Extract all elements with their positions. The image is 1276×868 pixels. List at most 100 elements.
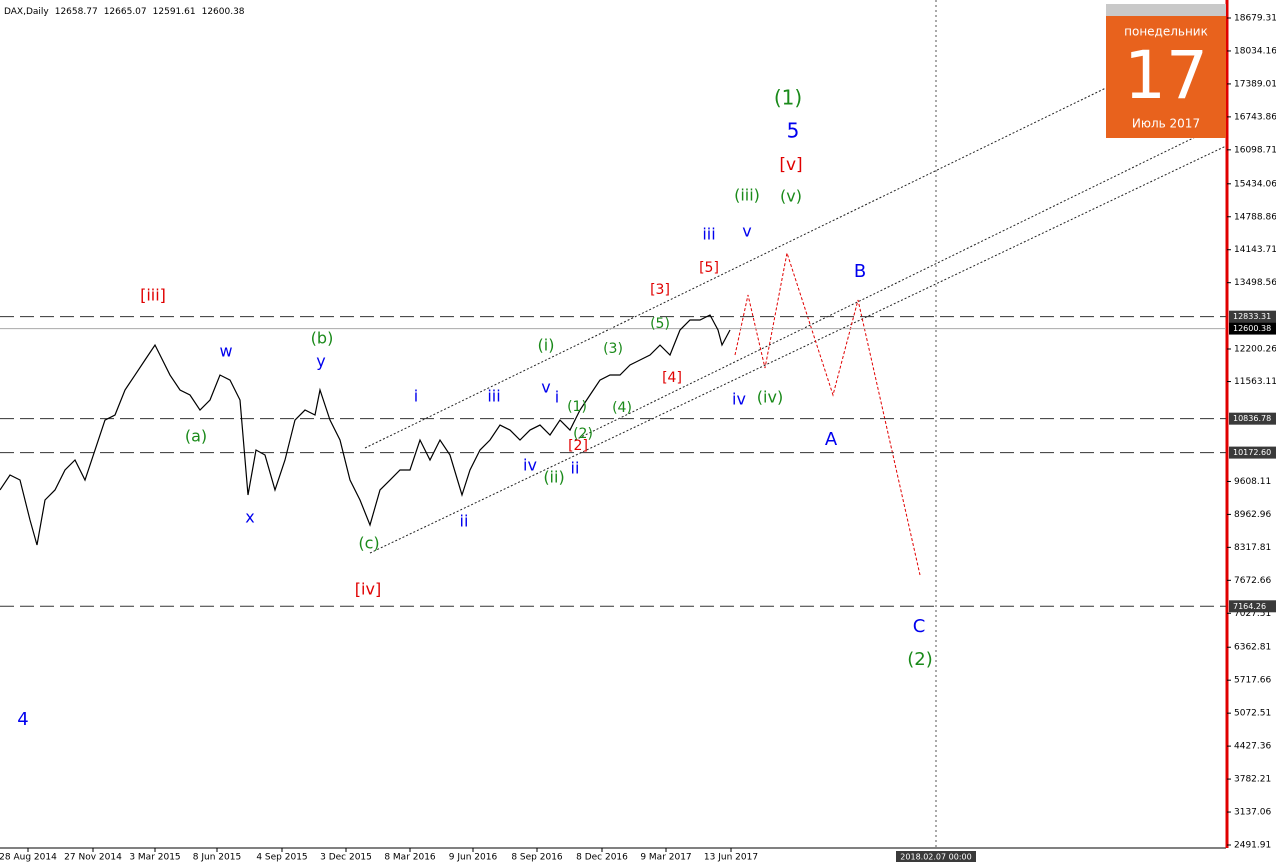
x-tick-label: 3 Mar 2015: [129, 853, 180, 863]
y-tick-label: 16743.86: [1234, 112, 1276, 122]
ohlc-value: 12658.77: [55, 7, 98, 17]
cursor-date-box: [896, 851, 976, 862]
x-tick-label: 9 Jun 2016: [449, 853, 498, 863]
calendar-day: 17: [1124, 37, 1208, 114]
calendar-rings: [1106, 4, 1226, 16]
current-price-box: [1229, 322, 1276, 335]
y-tick-label: 13498.56: [1234, 278, 1276, 288]
wave-label: [iii]: [140, 286, 166, 305]
y-tick-label: 9608.11: [1234, 477, 1271, 487]
wave-label: (5): [650, 316, 670, 332]
wave-label: (1): [774, 86, 802, 110]
wave-label: [4]: [662, 370, 682, 386]
y-tick-label: 15434.06: [1234, 179, 1276, 189]
wave-label: y: [316, 352, 325, 371]
wave-label: (i): [538, 336, 555, 355]
calendar-weekday: понедельник: [1124, 25, 1208, 39]
ohlc-value: 12600.38: [202, 7, 245, 17]
wave-label: 4: [17, 709, 28, 730]
x-tick-label: 3 Dec 2015: [320, 853, 372, 863]
y-tick-label: 5072.51: [1234, 709, 1271, 719]
y-tick-label: 14788.86: [1234, 212, 1276, 222]
y-tick-label: 17389.01: [1234, 79, 1276, 89]
level-box: [1229, 310, 1276, 323]
forecast-path: [734, 252, 921, 576]
x-tick-label: 8 Dec 2016: [576, 853, 628, 863]
wave-label: (v): [780, 187, 802, 206]
x-tick-label: 9 Mar 2017: [640, 853, 691, 863]
wave-label: w: [219, 342, 232, 361]
channel: [364, 85, 1227, 554]
wave-label: (iii): [734, 186, 760, 205]
cursor-date-label: 2018.02.07 00:00: [900, 853, 971, 862]
symbol-title: DAX,Daily 12658.77 12665.07 12591.61 12600.3…: [4, 7, 245, 17]
x-tick-label: 4 Sep 2015: [256, 853, 307, 863]
y-tick-label: 18034.16: [1234, 46, 1276, 56]
y-tick-label: 7027.51: [1234, 609, 1271, 619]
wave-label: iv: [523, 456, 537, 475]
x-tick-label: 27 Nov 2014: [64, 853, 122, 863]
y-tick-label: 11563.11: [1234, 377, 1276, 387]
calendar: понедельник 17 Июль 2017: [1106, 4, 1226, 138]
y-tick-label: 5717.66: [1234, 676, 1271, 686]
wave-label: (iv): [757, 388, 783, 407]
y-tick-label: 8317.81: [1234, 543, 1271, 553]
wave-label: v: [742, 222, 751, 241]
wave-label: (b): [311, 329, 334, 348]
wave-label: C: [913, 616, 926, 637]
level-box: [1229, 412, 1276, 425]
y-tick-label: 8962.96: [1234, 510, 1271, 520]
current-price-label: 12600.38: [1233, 324, 1271, 333]
wave-label: (4): [612, 400, 632, 416]
calendar-bg: [1106, 4, 1226, 138]
x-tick-label: 13 Jun 2017: [704, 853, 758, 863]
calendar-month: Июль 2017: [1132, 117, 1200, 131]
wave-label: (a): [185, 427, 207, 446]
title: DAX,Daily: [4, 7, 49, 17]
wave-label: (c): [358, 534, 379, 553]
level-label: 10172.60: [1233, 448, 1271, 457]
x-tick-label: 8 Jun 2015: [193, 853, 241, 863]
wave-label: iii: [487, 387, 500, 406]
y-tick-label: 12200.26: [1234, 345, 1276, 355]
level-label: 7164.26: [1233, 602, 1266, 611]
wave-label: i: [555, 388, 559, 407]
channel-middle: [574, 121, 1227, 441]
wave-label: ii: [460, 512, 469, 531]
channel-lower: [369, 145, 1227, 554]
y-tick-label: 4427.36: [1234, 742, 1271, 752]
y-tick-label: 6362.81: [1234, 643, 1271, 653]
y-tick-label: 7672.66: [1234, 576, 1271, 586]
wave-label: (1): [567, 399, 587, 415]
y-tick-label: 18679.31: [1234, 13, 1276, 23]
x-tick-label: 28 Aug 2014: [0, 853, 57, 863]
y-tick-label: 14143.71: [1234, 245, 1276, 255]
y-tick-label: 16098.71: [1234, 145, 1276, 155]
wave-label: (ii): [543, 468, 564, 487]
wave-label: (2): [907, 649, 933, 670]
wave-label: (3): [603, 341, 623, 357]
y-tick-label: 3782.21: [1234, 775, 1271, 785]
wave-label: iii: [702, 225, 715, 244]
level-label: 10836.78: [1233, 414, 1271, 423]
wave-label: iv: [732, 390, 746, 409]
wave-label: ii: [571, 459, 580, 478]
wave-label: [5]: [699, 260, 719, 276]
wave-label: 5: [787, 119, 800, 143]
ohlc-value: 12665.07: [104, 7, 147, 17]
wave-label: A: [825, 429, 838, 450]
y-tick-label: 3137.06: [1234, 808, 1271, 818]
wave-label: [2]: [568, 438, 588, 454]
wave-label: x: [245, 508, 254, 527]
wave-label: (2): [573, 426, 593, 442]
level-box: [1229, 600, 1276, 613]
level-box: [1229, 446, 1276, 459]
price-line: [0, 314, 731, 546]
wave-label: v: [541, 378, 550, 397]
ohlc-value: 12591.61: [153, 7, 196, 17]
x-tick-label: 8 Mar 2016: [384, 853, 436, 863]
wave-label: i: [414, 387, 418, 406]
level-label: 12833.31: [1233, 312, 1271, 321]
